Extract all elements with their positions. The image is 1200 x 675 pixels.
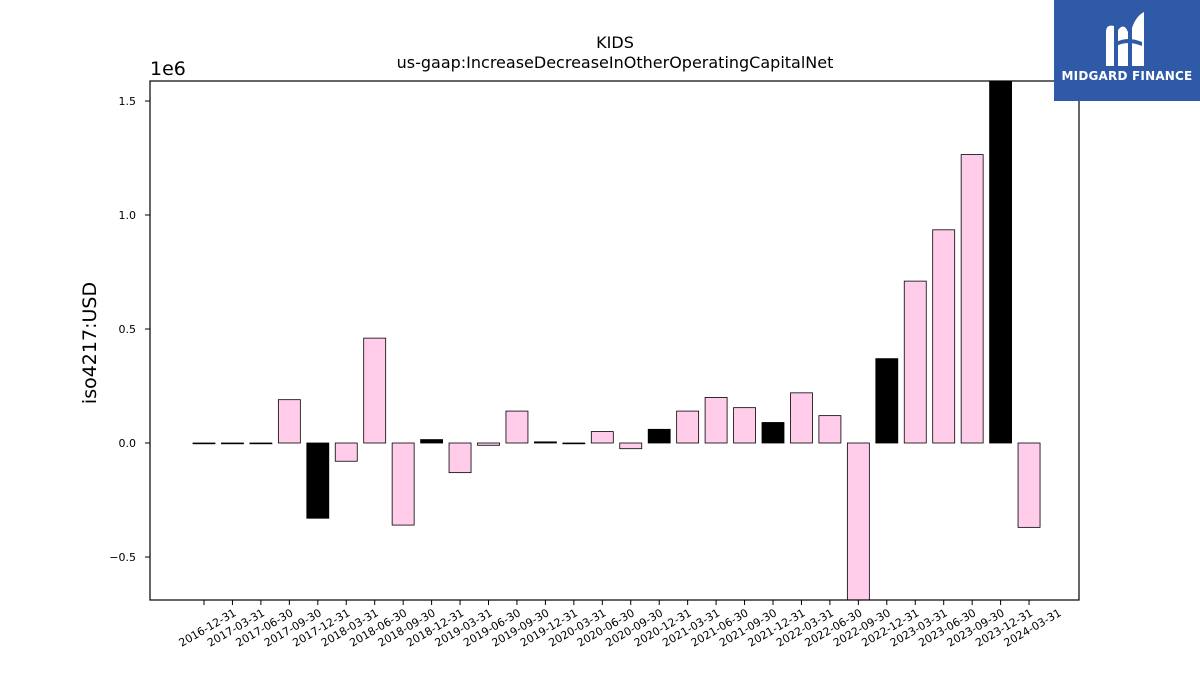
bar-2019-12-31 [534,441,557,444]
midgard-logo-icon [1106,12,1144,67]
bar-2022-09-30 [846,442,870,601]
chart-subtitle: us-gaap:IncreaseDecreaseInOtherOperating… [397,53,834,72]
bar-2022-06-30 [818,415,842,444]
bar-2019-06-30 [477,442,500,446]
bar-2018-03-31 [334,442,358,462]
bar-2018-12-31 [420,439,444,444]
bar-2022-12-31 [875,358,899,444]
y-axis-label: iso4217:USD [79,282,101,404]
bars-group [192,80,1041,601]
y-tick-label: 0.0 [119,437,137,450]
bar-2020-12-31 [647,428,671,444]
bar-2024-03-31 [1017,442,1041,528]
y-tick-label: 1.5 [119,95,137,108]
bar-2020-09-30 [619,442,643,450]
midgard-finance-logo: MIDGARD FINANCE [1054,0,1200,101]
bar-2021-09-30 [733,407,756,444]
bar-2017-03-31 [221,442,244,445]
bar-2018-09-30 [391,442,415,526]
bar-2021-06-30 [704,396,728,444]
bar-2019-03-31 [448,442,472,474]
bar-2023-03-31 [903,280,927,444]
bar-2016-12-31 [192,442,216,445]
y-tick-label: 0.5 [119,323,137,336]
x-axis: 2016-12-312017-03-312017-06-302017-09-30… [177,600,1064,650]
bar-2017-06-30 [249,442,273,445]
chart-title: KIDS [596,33,634,52]
y-axis: −0.5 0.0 0.5 1.0 1.5 [109,95,150,564]
bar-2023-09-30 [960,154,984,444]
logo-text: MIDGARD FINANCE [1061,69,1193,83]
bar-2018-06-30 [363,337,387,444]
bar-2021-12-31 [761,422,785,444]
bar-2020-03-31 [562,442,586,445]
bar-2019-09-30 [505,410,529,444]
bar-2022-03-31 [790,392,813,444]
plot-frame [149,80,1080,601]
bar-2017-12-31 [306,442,330,519]
bar-2021-03-31 [676,410,700,444]
y-scale-label: 1e6 [150,58,186,80]
y-tick-label: 1.0 [119,209,137,222]
bar-2023-12-31 [989,80,1012,444]
bar-2017-09-30 [277,399,301,444]
bar-2020-06-30 [590,431,614,444]
y-tick-label: −0.5 [109,551,136,564]
bar-2023-06-30 [932,229,956,444]
